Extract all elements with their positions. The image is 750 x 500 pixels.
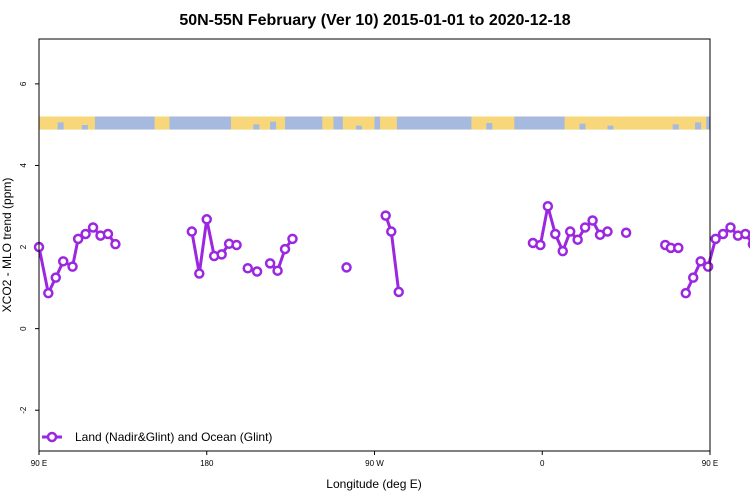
data-point: [279, 243, 291, 255]
y-tick-label: 6: [19, 81, 28, 86]
data-point: [341, 262, 352, 273]
band-ocean-notch: [253, 124, 260, 130]
x-axis-label: Longitude (deg E): [326, 477, 421, 491]
y-tick-label: 2: [19, 244, 28, 249]
data-point: [557, 245, 569, 257]
legend-label: Land (Nadir&Glint) and Ocean (Glint): [75, 430, 272, 444]
data-point: [194, 268, 205, 279]
band-ocean-notch: [607, 125, 614, 130]
data-point: [550, 228, 561, 240]
y-axis-label: XCO2 - MLO trend (ppm): [0, 178, 14, 313]
band-land: [380, 116, 397, 130]
data-point: [216, 249, 227, 260]
plot-frame: [38, 38, 711, 452]
band-land: [471, 116, 515, 130]
data-point: [57, 256, 69, 267]
data-point: [186, 226, 198, 237]
data-point: [620, 227, 632, 239]
data-point: [50, 272, 62, 283]
land-ocean-band: [39, 116, 710, 130]
x-tick-label: 90 W: [365, 459, 384, 468]
data-point: [72, 233, 84, 245]
y-tick-label: 0: [19, 326, 28, 331]
data-point: [264, 258, 276, 269]
x-tick-label: 90 E: [31, 459, 47, 468]
x-tick-label: 90 E: [702, 459, 718, 468]
data-point: [587, 215, 598, 226]
axes: 90 E 180 90 W 0 90 E -2 0 2 4 6: [19, 81, 718, 468]
data-point: [710, 233, 721, 245]
band-land: [342, 116, 375, 130]
x-tick-label: 0: [540, 459, 545, 468]
data-point: [110, 238, 121, 250]
data-point: [272, 265, 283, 276]
y-tick-label: 4: [19, 163, 28, 168]
band-ocean-notch: [81, 124, 88, 130]
data-point: [687, 272, 699, 283]
band-land: [39, 116, 95, 130]
data-point: [43, 287, 54, 299]
data-point: [572, 234, 583, 245]
data-point: [717, 228, 729, 240]
band-land: [564, 116, 707, 130]
data-point: [242, 263, 254, 274]
data-point: [87, 222, 99, 233]
x-tick-label: 180: [200, 459, 214, 468]
data-point: [564, 226, 576, 237]
data-point: [231, 239, 242, 251]
band-ocean-notch: [355, 125, 362, 130]
data-point: [673, 242, 684, 254]
data-point: [602, 226, 613, 237]
legend: Land (Nadir&Glint) and Ocean (Glint): [42, 430, 272, 444]
band-ocean-notch: [270, 121, 277, 130]
data-point: [579, 222, 591, 233]
data-point: [702, 261, 714, 272]
data-point: [201, 214, 212, 225]
data-series: [33, 200, 750, 299]
data-point: [393, 286, 404, 298]
data-point: [80, 228, 91, 240]
band-land: [154, 116, 170, 130]
band-ocean-notch: [579, 123, 586, 130]
data-point: [251, 266, 263, 277]
data-point: [535, 239, 546, 251]
data-point: [695, 256, 706, 267]
band-ocean-notch: [57, 122, 64, 130]
y-tick-label: -2: [19, 406, 28, 414]
data-point: [680, 287, 692, 299]
band-ocean-notch: [486, 123, 493, 130]
data-point: [740, 228, 750, 240]
data-point: [67, 261, 78, 272]
band-land: [322, 116, 334, 130]
data-point: [386, 226, 397, 237]
band-ocean-notch: [672, 124, 679, 130]
band-ocean-notch: [695, 122, 702, 130]
data-point: [542, 200, 554, 212]
data-point: [102, 228, 114, 240]
chart-title: 50N-55N February (Ver 10) 2015-01-01 to …: [179, 12, 570, 29]
data-point: [725, 222, 736, 233]
legend-marker-swatch: [46, 431, 58, 443]
data-point: [287, 233, 298, 245]
data-point: [380, 210, 391, 221]
